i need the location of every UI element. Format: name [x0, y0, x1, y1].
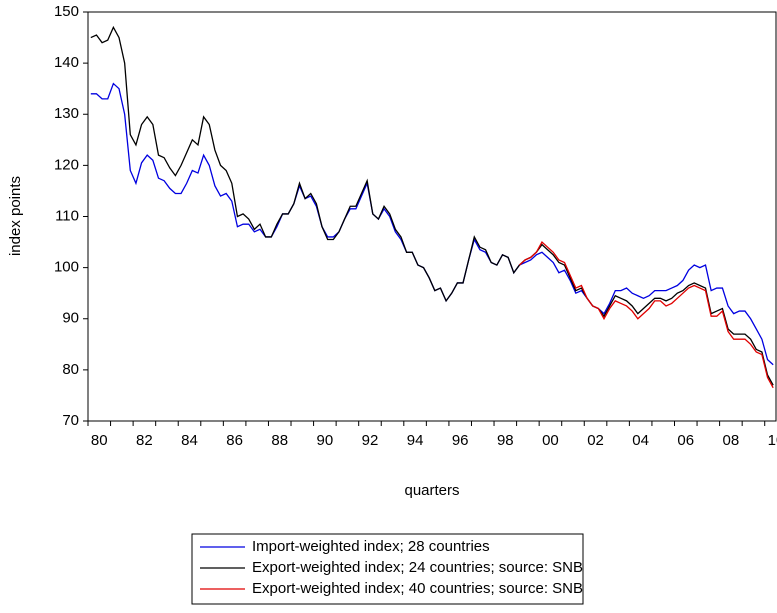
- legend-box: [191, 533, 584, 605]
- legend-label: Import-weighted index; 28 countries: [252, 538, 490, 555]
- y-tick-label: 110: [55, 207, 79, 224]
- y-tick-label: 120: [54, 156, 79, 173]
- y-tick-label: 100: [54, 259, 79, 276]
- x-tick-label: 80: [91, 432, 108, 449]
- y-tick-label: 80: [62, 361, 79, 378]
- x-tick-label: 06: [677, 432, 694, 449]
- x-tick-label: 82: [136, 432, 153, 449]
- y-tick-label: 90: [62, 310, 79, 327]
- series-line: [518, 241, 774, 389]
- x-tick-label: 90: [317, 432, 334, 449]
- x-tick-label: 92: [362, 432, 379, 449]
- x-axis-label: quarters: [404, 482, 459, 499]
- x-tick-label: 96: [452, 432, 469, 449]
- x-tick-label: 08: [723, 432, 740, 449]
- x-tick-label: 84: [181, 432, 198, 449]
- series-line: [90, 25, 774, 386]
- x-tick-label: 98: [497, 432, 514, 449]
- x-tick-label: 02: [587, 432, 604, 449]
- x-tick-label: 88: [271, 432, 288, 449]
- x-tick-label: 94: [407, 432, 424, 449]
- plot-frame: [87, 11, 777, 422]
- x-tick-label: 04: [632, 432, 649, 449]
- legend-label: Export-weighted index; 40 countries; sou…: [252, 580, 583, 597]
- y-tick-label: 70: [62, 412, 79, 429]
- series-line: [90, 82, 774, 366]
- y-tick-label: 140: [54, 54, 79, 71]
- x-tick-label: 86: [226, 432, 243, 449]
- y-axis-label: index points: [7, 176, 24, 256]
- y-tick-label: 130: [54, 105, 79, 122]
- y-tick-label: 150: [54, 3, 79, 20]
- legend-label: Export-weighted index; 24 countries; sou…: [252, 559, 583, 576]
- x-tick-label: 00: [542, 432, 559, 449]
- x-tick-label: 10: [768, 432, 777, 449]
